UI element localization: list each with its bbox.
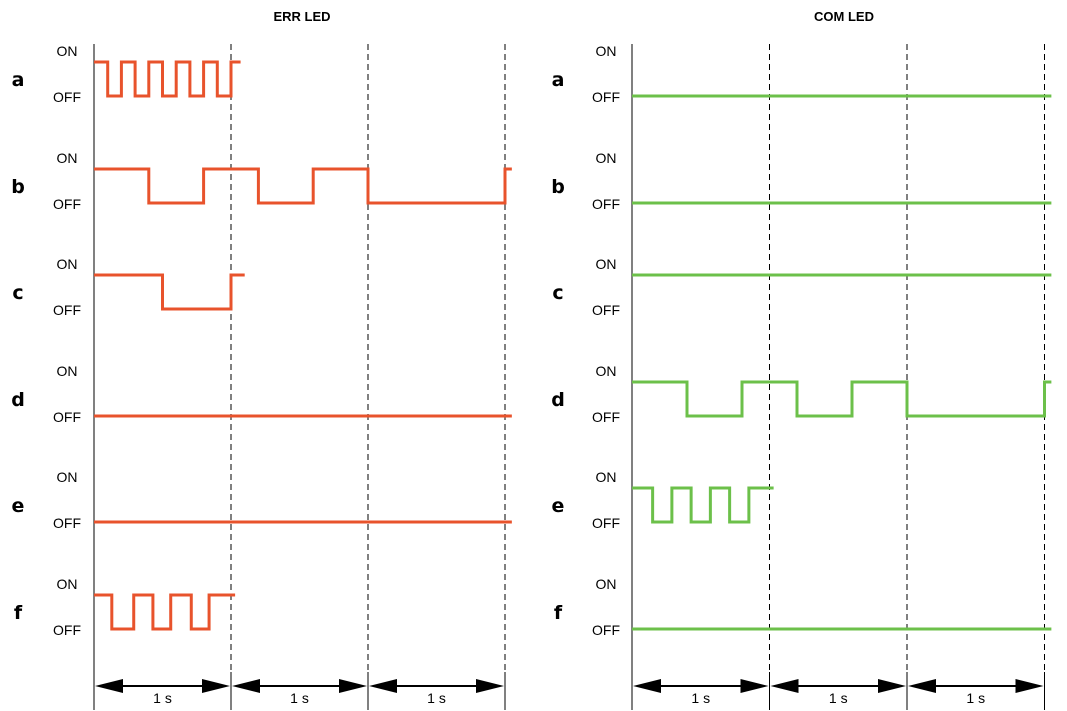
com-row-letter-f: f xyxy=(554,602,563,624)
com-off-label: OFF xyxy=(592,409,620,425)
err-waveform-c xyxy=(94,273,245,311)
com-waveform-e xyxy=(632,486,774,524)
com-on-label: ON xyxy=(596,363,617,379)
err-off-label: OFF xyxy=(53,196,81,212)
arrow-head-left xyxy=(770,679,799,693)
com-row-letter-c: c xyxy=(552,282,563,304)
com-row-letter-a: a xyxy=(552,69,565,91)
com-off-label: OFF xyxy=(592,89,620,105)
err-row-letter-a: a xyxy=(12,69,25,91)
arrow-head-left xyxy=(232,679,260,693)
com-on-label: ON xyxy=(596,150,617,166)
err-waveform-f xyxy=(94,593,236,631)
err-on-label: ON xyxy=(57,256,78,272)
err-waveform-a xyxy=(94,60,241,98)
com-on-label: ON xyxy=(596,256,617,272)
err-row-letter-b: b xyxy=(11,176,25,198)
com-row-letter-d: d xyxy=(551,389,565,411)
err-row-letter-e: e xyxy=(12,495,25,517)
err-row-letter-d: d xyxy=(11,389,25,411)
com-row-letter-e: e xyxy=(552,495,565,517)
err-on-label: ON xyxy=(57,43,78,59)
com-panel-title: COM LED xyxy=(814,9,874,24)
arrow-head-left xyxy=(369,679,397,693)
arrow-head-right xyxy=(476,679,504,693)
com-time-label: 1 s xyxy=(966,690,985,706)
err-on-label: ON xyxy=(57,576,78,592)
err-time-label: 1 s xyxy=(153,690,172,706)
com-on-label: ON xyxy=(596,469,617,485)
err-row-letter-c: c xyxy=(12,282,23,304)
com-off-label: OFF xyxy=(592,196,620,212)
arrow-head-left xyxy=(908,679,936,693)
arrow-head-left xyxy=(633,679,661,693)
err-time-label: 1 s xyxy=(427,690,446,706)
err-waveform-b xyxy=(94,167,512,205)
arrow-head-right xyxy=(740,679,769,693)
arrow-head-right xyxy=(339,679,367,693)
err-on-label: ON xyxy=(57,363,78,379)
err-off-label: OFF xyxy=(53,409,81,425)
err-off-label: OFF xyxy=(53,622,81,638)
arrow-head-right xyxy=(202,679,230,693)
err-on-label: ON xyxy=(57,150,78,166)
com-on-label: ON xyxy=(596,43,617,59)
com-off-label: OFF xyxy=(592,515,620,531)
arrow-head-right xyxy=(878,679,906,693)
com-on-label: ON xyxy=(596,576,617,592)
com-off-label: OFF xyxy=(592,302,620,318)
err-on-label: ON xyxy=(57,469,78,485)
err-panel-title: ERR LED xyxy=(273,9,330,24)
com-row-letter-b: b xyxy=(551,176,565,198)
err-off-label: OFF xyxy=(53,302,81,318)
com-time-label: 1 s xyxy=(829,690,848,706)
com-off-label: OFF xyxy=(592,622,620,638)
err-time-label: 1 s xyxy=(290,690,309,706)
com-waveform-d xyxy=(632,380,1052,418)
arrow-head-right xyxy=(1015,679,1044,693)
arrow-head-left xyxy=(95,679,123,693)
err-off-label: OFF xyxy=(53,89,81,105)
err-off-label: OFF xyxy=(53,515,81,531)
com-time-label: 1 s xyxy=(691,690,710,706)
err-row-letter-f: f xyxy=(14,602,23,624)
